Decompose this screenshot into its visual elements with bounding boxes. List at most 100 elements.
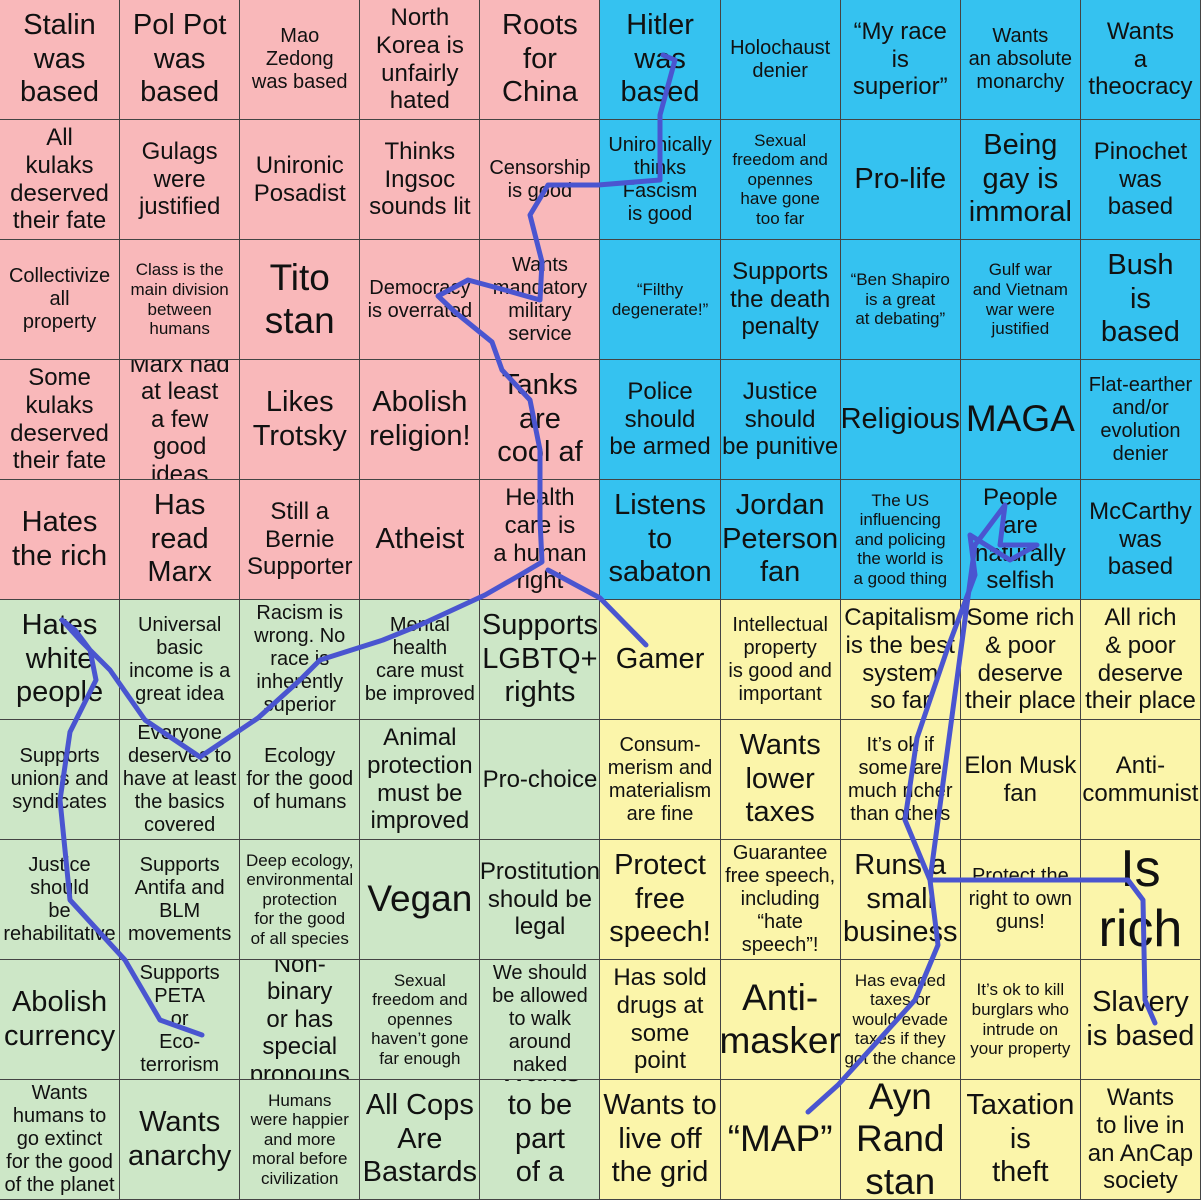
bingo-cell: Consum- merism and materialism are fine xyxy=(600,720,721,840)
bingo-cell-text: It’s ok to kill burglars who intrude on … xyxy=(970,980,1071,1059)
bingo-cell-text: Animal protection must be improved xyxy=(367,724,473,835)
bingo-cell: Slavery is based xyxy=(1080,960,1201,1080)
bingo-cell: Thinks Ingsoc sounds lit xyxy=(360,120,481,240)
bingo-cell: All rich & poor deserve their place xyxy=(1080,600,1201,720)
bingo-cell: MAGA xyxy=(960,360,1081,480)
bingo-cell-text: Anti- masker xyxy=(720,976,841,1061)
bingo-cell: Has sold drugs at some point xyxy=(600,960,721,1080)
bingo-cell: Sexual freedom and opennes have gone too… xyxy=(720,120,841,240)
bingo-cell: Justice should be rehabilitative xyxy=(0,840,121,960)
bingo-cell: Censorship is good xyxy=(480,120,601,240)
bingo-cell-text: Roots for China xyxy=(502,9,578,109)
bingo-cell-text: Anti- communist xyxy=(1082,751,1199,807)
bingo-cell-text: Sexual freedom and opennes have gone too… xyxy=(732,130,828,228)
bingo-cell-text: Wants to live in an AnCap society xyxy=(1087,1084,1194,1195)
bingo-cell-text: Tito stan xyxy=(264,256,335,341)
bingo-cell: Hates white people xyxy=(0,600,121,720)
bingo-cell-text: Unironic Posadist xyxy=(253,151,346,207)
bingo-cell-text: Being gay is immoral xyxy=(968,129,1072,229)
bingo-cell: Supports LGBTQ+ rights xyxy=(480,600,601,720)
bingo-cell-text: Police should be armed xyxy=(609,378,711,461)
bingo-cell: Marx had at least a few good ideas xyxy=(120,360,241,480)
bingo-cell-text: Gulf war and Vietnam war were justified xyxy=(972,260,1068,339)
bingo-cell: Roots for China xyxy=(480,0,601,120)
bingo-cell-text: Supports Antifa and BLM movements xyxy=(127,853,232,945)
bingo-cell-text: Protect the right to own guns! xyxy=(968,865,1073,933)
bingo-cell-text: Supports LGBTQ+ rights xyxy=(481,609,598,709)
bingo-cell: Ecology for the good of humans xyxy=(240,720,361,840)
bingo-cell: Anti- masker xyxy=(720,960,841,1080)
bingo-cell: Deep ecology, environmental protection f… xyxy=(240,840,361,960)
bingo-cell: Supports unions and syndicates xyxy=(0,720,121,840)
bingo-cell-text: Ayn Rand stan xyxy=(856,1080,945,1200)
bingo-cell-text: Pro-choice xyxy=(482,765,598,793)
bingo-cell: North Korea is unfairly hated xyxy=(360,0,481,120)
bingo-cell-text: Consum- merism and materialism are fine xyxy=(607,733,713,825)
bingo-cell: Wants to live in an AnCap society xyxy=(1080,1080,1201,1200)
bingo-cell-text: Is rich xyxy=(1098,840,1183,958)
bingo-cell-text: MAGA xyxy=(965,398,1075,440)
bingo-cell: Some rich & poor deserve their place xyxy=(960,600,1081,720)
bingo-cell: Anti- communist xyxy=(1080,720,1201,840)
bingo-cell-text: Wants to live off the grid xyxy=(603,1089,717,1189)
bingo-cell-text: All rich & poor deserve their place xyxy=(1085,604,1196,715)
bingo-cell: Wants mandatory military service xyxy=(480,240,601,360)
bingo-cell: Animal protection must be improved xyxy=(360,720,481,840)
bingo-cell-text: People are naturally selfish xyxy=(974,484,1066,595)
bingo-cell: People are naturally selfish xyxy=(960,480,1081,600)
bingo-cell: All kulaks deserved their fate xyxy=(0,120,121,240)
bingo-cell-text: Wants an absolute monarchy xyxy=(968,25,1073,93)
bingo-cell: Health care is a human right xyxy=(480,480,601,600)
bingo-cell: Wants to be part of a gang xyxy=(480,1080,601,1200)
bingo-cell-text: Has sold drugs at some point xyxy=(613,964,707,1075)
bingo-cell: Abolish currency xyxy=(0,960,121,1080)
bingo-cell: Stalin was based xyxy=(0,0,121,120)
bingo-cell: “Filthy degenerate!” xyxy=(600,240,721,360)
bingo-cell: Everyone deserves to have at least the b… xyxy=(120,720,241,840)
bingo-cell: Holochaust denier xyxy=(720,0,841,120)
bingo-cell: “Ben Shapiro is a great at debating” xyxy=(840,240,961,360)
bingo-cell: Pro-choice xyxy=(480,720,601,840)
bingo-cell-text: Ecology for the good of humans xyxy=(246,745,354,813)
bingo-cell-text: Slavery is based xyxy=(1086,986,1195,1052)
bingo-cell: Class is the main division between human… xyxy=(120,240,241,360)
bingo-cell: Gulf war and Vietnam war were justified xyxy=(960,240,1081,360)
bingo-cell-text: Guarantee free speech, including “hate s… xyxy=(725,842,836,956)
bingo-cell: Wants a theocracy xyxy=(1080,0,1201,120)
bingo-cell-text: Humans were happier and more moral befor… xyxy=(250,1090,349,1188)
bingo-cell: Humans were happier and more moral befor… xyxy=(240,1080,361,1200)
bingo-cell: Tito stan xyxy=(240,240,361,360)
bingo-cell: Pol Pot was based xyxy=(120,0,241,120)
bingo-cell: We should be allowed to walk around nake… xyxy=(480,960,601,1080)
bingo-cell-text: Class is the main division between human… xyxy=(130,260,229,339)
bingo-cell-text: The US influencing and policing the worl… xyxy=(853,490,948,588)
bingo-cell-text: Flat-earther and/or evolution denier xyxy=(1088,373,1193,465)
bingo-cell-text: Runs a small business xyxy=(843,849,958,949)
bingo-cell-text: Hates the rich xyxy=(11,506,108,572)
bingo-cell: Atheist xyxy=(360,480,481,600)
bingo-cell-text: Bush is based xyxy=(1100,249,1180,349)
bingo-cell: Wants humans to go extinct for the good … xyxy=(0,1080,121,1200)
bingo-cell: Protect free speech! xyxy=(600,840,721,960)
bingo-cell: The US influencing and policing the worl… xyxy=(840,480,961,600)
bingo-cell: Capitalism is the best system so far xyxy=(840,600,961,720)
bingo-cell-text: Jordan Peterson fan xyxy=(722,489,839,589)
bingo-cell: Non-binary or has special pronouns xyxy=(240,960,361,1080)
bingo-cell: Hitler was based xyxy=(600,0,721,120)
bingo-cell-text: It’s ok if some are much richer than oth… xyxy=(848,733,953,825)
bingo-cell-text: “MAP” xyxy=(727,1118,833,1160)
bingo-cell: Abolish religion! xyxy=(360,360,481,480)
bingo-cell-text: Hitler was based xyxy=(620,9,700,109)
bingo-cell-text: Wants humans to go extinct for the good … xyxy=(4,1082,115,1196)
bingo-cell-text: All Cops Are Bastards xyxy=(362,1089,478,1189)
bingo-cell: Wants anarchy xyxy=(120,1080,241,1200)
bingo-cell: It’s ok to kill burglars who intrude on … xyxy=(960,960,1081,1080)
bingo-cell-text: Everyone deserves to have at least the b… xyxy=(122,722,237,836)
bingo-cell: Unironically thinks Fascism is good xyxy=(600,120,721,240)
bingo-cell-text: Holochaust denier xyxy=(730,36,831,82)
bingo-cell-text: Pro-life xyxy=(854,162,947,195)
bingo-cell-text: McCarthy was based xyxy=(1089,498,1192,581)
bingo-cell-text: Collectivize all property xyxy=(8,265,111,333)
bingo-cell-text: Marx had at least a few good ideas xyxy=(129,360,230,480)
bingo-cell: Vegan xyxy=(360,840,481,960)
